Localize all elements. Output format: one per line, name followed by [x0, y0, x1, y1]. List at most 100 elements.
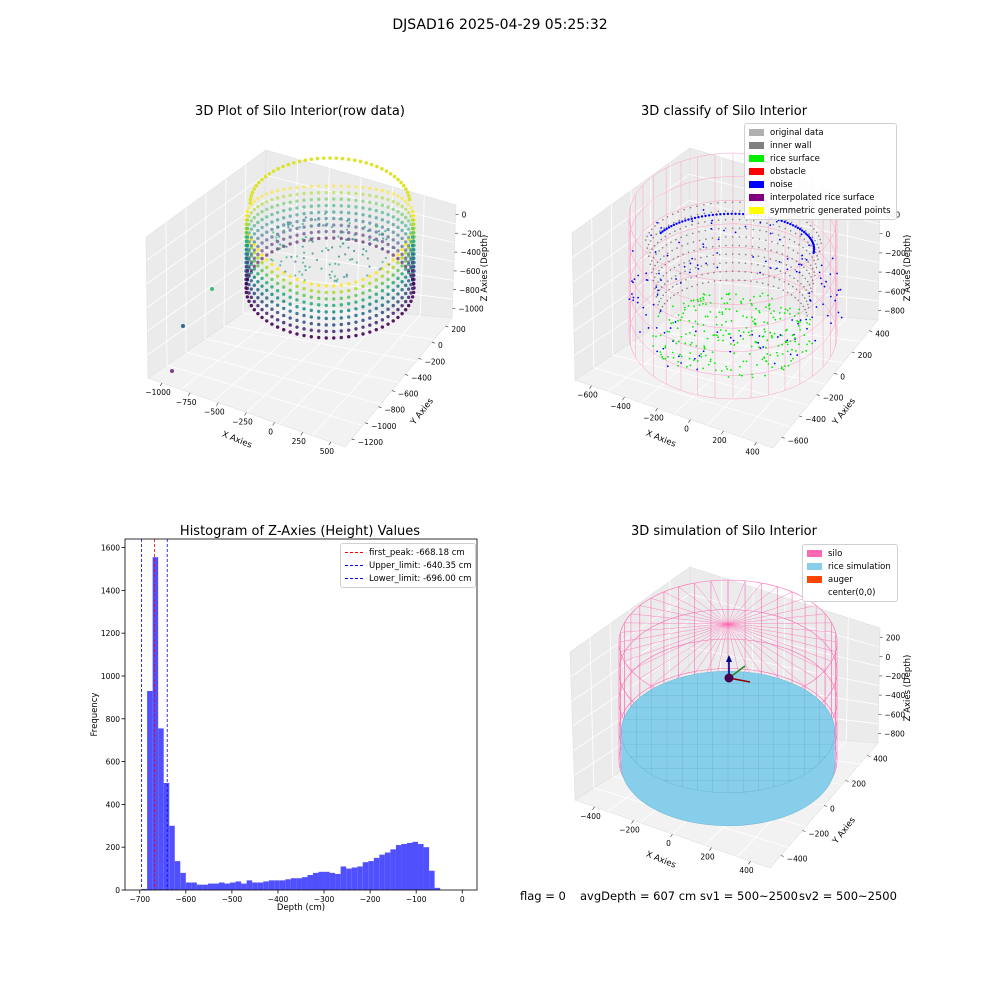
- inner-wall-point: [731, 235, 734, 238]
- data-point: [309, 328, 314, 332]
- rice-surface-point: [754, 322, 757, 325]
- inner-wall-point: [710, 211, 713, 214]
- rice-surface-point: [794, 337, 796, 339]
- legend-swatch: [749, 181, 764, 188]
- inner-wall-point: [750, 263, 753, 265]
- data-point: [380, 289, 385, 293]
- data-point: [294, 274, 297, 277]
- rice-surface-point: [785, 341, 787, 344]
- data-point: [275, 274, 280, 278]
- data-point: [368, 295, 372, 299]
- data-point: [282, 201, 286, 206]
- legend-swatch: [807, 589, 822, 596]
- noise-point: [669, 327, 672, 329]
- data-point: [374, 201, 378, 206]
- inner-wall-point: [654, 264, 656, 267]
- histogram-bar: [340, 866, 347, 890]
- inner-wall-point: [651, 248, 653, 250]
- inner-wall-point: [690, 215, 693, 218]
- data-point: [411, 222, 416, 226]
- inner-wall-point: [712, 254, 715, 257]
- inner-wall-point: [739, 201, 741, 204]
- inner-wall-point: [719, 262, 721, 265]
- rice-surface-point: [684, 342, 687, 345]
- data-point: [260, 307, 264, 312]
- data-point: [339, 303, 343, 307]
- inner-wall-point: [744, 262, 747, 265]
- data-point: [345, 228, 349, 231]
- rice-surface-point: [735, 293, 737, 296]
- data-point: [386, 220, 390, 224]
- data-point: [260, 284, 264, 288]
- noise-point: [804, 232, 808, 235]
- inner-wall-point: [767, 283, 769, 286]
- noise-point: [652, 303, 655, 306]
- data-point: [295, 305, 299, 309]
- data-point: [339, 230, 343, 234]
- data-point: [244, 264, 249, 269]
- data-point: [317, 296, 321, 301]
- inner-wall-point: [652, 279, 655, 282]
- data-point: [410, 243, 415, 248]
- data-point: [409, 272, 413, 277]
- inner-wall-point: [663, 302, 666, 305]
- noise-point: [675, 222, 678, 225]
- y-tick: [781, 437, 785, 439]
- rice-surface-point: [763, 321, 765, 323]
- inner-wall-point: [804, 258, 807, 260]
- data-point: [340, 156, 345, 161]
- data-point: [411, 281, 416, 286]
- x-tick-label: −600: [176, 895, 197, 904]
- inner-wall-point: [810, 275, 812, 278]
- noise-point: [642, 306, 645, 309]
- data-point: [304, 269, 307, 272]
- data-point: [331, 246, 334, 249]
- noise-point: [794, 225, 797, 228]
- noise-point: [825, 280, 827, 283]
- rice-surface-point: [750, 302, 753, 305]
- histogram-bar: [346, 868, 352, 890]
- data-point: [245, 235, 250, 239]
- data-point: [302, 218, 306, 223]
- data-point: [391, 273, 395, 277]
- inner-wall-point: [782, 244, 785, 247]
- rice-surface-point: [664, 357, 667, 360]
- data-point: [396, 276, 400, 281]
- data-point: [282, 306, 286, 311]
- inner-wall-point: [744, 279, 746, 282]
- data-point: [332, 316, 336, 321]
- data-point: [400, 280, 404, 284]
- inner-wall-point: [652, 268, 654, 270]
- noise-point: [741, 212, 745, 216]
- data-point: [368, 309, 372, 313]
- grid-line: [165, 222, 168, 366]
- legend-entry-noise: noise: [749, 178, 892, 191]
- noise-point: [678, 355, 680, 358]
- inner-wall-point: [738, 244, 741, 247]
- data-point: [346, 211, 351, 215]
- noise-point: [659, 231, 662, 235]
- data-point: [411, 230, 416, 235]
- inner-wall-point: [758, 246, 760, 249]
- data-point: [346, 302, 351, 306]
- x-tick: [721, 430, 724, 435]
- noise-point: [734, 231, 737, 234]
- data-point: [361, 185, 365, 190]
- data-point: [270, 212, 274, 217]
- noise-point: [688, 271, 691, 274]
- inner-wall-point: [675, 238, 677, 241]
- data-point: [400, 260, 404, 265]
- inner-wall-point: [791, 257, 793, 260]
- data-point: [344, 253, 347, 256]
- rice-surface-point: [772, 316, 775, 319]
- data-point: [403, 251, 408, 255]
- data-point: [328, 156, 332, 160]
- data-point: [391, 258, 395, 262]
- y-tick: [378, 406, 382, 408]
- data-point: [256, 252, 260, 257]
- inner-wall-point: [707, 281, 710, 283]
- data-point: [270, 292, 274, 297]
- data-point: [323, 212, 327, 215]
- rice-surface-point: [809, 318, 811, 321]
- noise-point: [769, 232, 772, 235]
